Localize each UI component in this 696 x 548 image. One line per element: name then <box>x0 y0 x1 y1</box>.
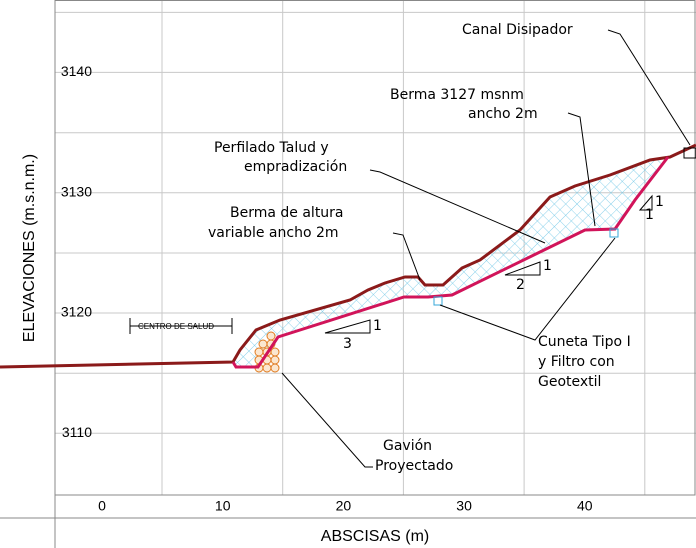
y-tick-label: 3130 <box>61 183 92 199</box>
hatched-fill <box>233 157 670 367</box>
dimension <box>129 318 233 334</box>
label: Berma de altura <box>230 205 344 221</box>
leader <box>392 232 421 281</box>
leader <box>439 237 616 341</box>
y-tick-label: 3140 <box>61 63 92 79</box>
slope-triangle <box>638 194 653 211</box>
cuneta <box>433 296 443 306</box>
label: Canal Disipador <box>462 22 573 38</box>
leader <box>369 169 546 244</box>
x-axis-label: ABSCISAS (m) <box>321 528 429 545</box>
x-tick-label: 30 <box>456 498 472 514</box>
slope-label: 1 <box>373 318 382 334</box>
terrain-line <box>0 143 696 369</box>
slope-triangle <box>504 261 541 276</box>
label: Gavión <box>383 438 432 454</box>
label: Berma 3127 msnm <box>390 87 524 103</box>
y-axis-label: ELEVACIONES (m.s.n.m.) <box>21 154 38 342</box>
label: variable ancho 2m <box>208 225 339 241</box>
slope-label: 1 <box>655 194 664 210</box>
x-tick-label: 20 <box>336 498 352 514</box>
y-tick-label: 3120 <box>61 304 92 320</box>
label: Proyectado <box>375 458 453 474</box>
label: y Filtro con <box>538 354 615 370</box>
label: Cuneta Tipo I <box>538 334 631 350</box>
slope-label: 1 <box>543 258 552 274</box>
x-tick-label: 10 <box>215 498 231 514</box>
slope-label: 2 <box>516 277 525 293</box>
x-tick-label: 0 <box>98 498 106 514</box>
slope-label: 1 <box>645 207 654 223</box>
label: Perfilado Talud y <box>214 140 329 156</box>
label: ancho 2m <box>468 106 538 122</box>
cuneta <box>609 228 619 238</box>
leader <box>281 372 373 468</box>
label: CENTRO DE SALUD <box>138 322 214 331</box>
label: empradización <box>244 159 347 175</box>
label: Geotextil <box>538 374 601 390</box>
frame <box>54 0 696 496</box>
y-tick-label: 3110 <box>62 424 92 440</box>
x-tick-label: 40 <box>577 498 593 514</box>
slope-label: 3 <box>343 336 352 352</box>
design-line <box>231 156 670 369</box>
canal <box>683 147 696 159</box>
leader <box>607 29 691 146</box>
leader <box>567 112 596 227</box>
slope-triangle <box>324 319 371 334</box>
